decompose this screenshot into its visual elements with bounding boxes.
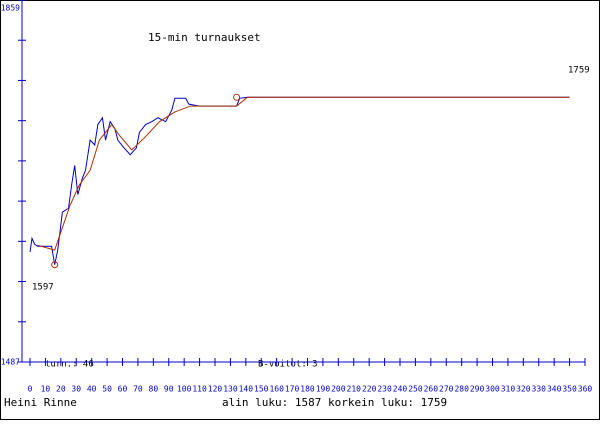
x-tick-label: 100	[177, 385, 192, 394]
x-tick-label: 280	[454, 385, 469, 394]
x-tick-label: 350	[562, 385, 577, 394]
x-tick-label: 300	[485, 385, 500, 394]
x-tick-label: 310	[501, 385, 516, 394]
footer-name: Heini Rinne	[4, 396, 77, 409]
x-tick-label: 40	[87, 385, 97, 394]
x-tick-label: 330	[532, 385, 547, 394]
marker	[51, 261, 59, 269]
x-tick-label: 160	[269, 385, 284, 394]
x-tick-label: 190	[316, 385, 331, 394]
annotation: B-voitot: 3	[258, 360, 318, 370]
series-line	[37, 96, 570, 251]
x-tick-label: 220	[362, 385, 377, 394]
x-tick-label: 150	[254, 385, 269, 394]
x-tick-label: 290	[470, 385, 485, 394]
x-tick-label: 110	[192, 385, 207, 394]
x-tick-label: 170	[285, 385, 300, 394]
x-tick-label: 10	[41, 385, 51, 394]
x-tick-label: 20	[56, 385, 66, 394]
annotation: turn.: 46	[45, 360, 94, 370]
y-tick-label: 1487	[1, 358, 20, 367]
x-tick-label: 270	[439, 385, 454, 394]
x-tick-label: 140	[239, 385, 254, 394]
x-tick-label: 250	[408, 385, 423, 394]
x-tick-label: 210	[347, 385, 362, 394]
x-tick-label: 90	[164, 385, 174, 394]
x-tick-label: 0	[28, 385, 33, 394]
y-tick-label: 1859	[1, 4, 20, 13]
x-tick-label: 260	[424, 385, 439, 394]
annotation: 1759	[568, 66, 590, 76]
x-tick-label: 240	[393, 385, 408, 394]
series-line	[29, 96, 570, 265]
chart-title: 15-min turnaukset	[148, 31, 261, 44]
annotation: 1597	[32, 283, 54, 293]
marker	[233, 93, 241, 101]
x-tick-label: 360	[578, 385, 593, 394]
x-tick-label: 30	[71, 385, 81, 394]
x-tick-label: 230	[377, 385, 392, 394]
x-tick-label: 340	[547, 385, 562, 394]
x-tick-label: 320	[516, 385, 531, 394]
footer-stats: alin luku: 1587 korkein luku: 1759	[222, 396, 447, 409]
x-tick-label: 70	[133, 385, 143, 394]
x-tick-label: 120	[208, 385, 223, 394]
x-tick-label: 180	[300, 385, 315, 394]
x-tick-label: 130	[223, 385, 238, 394]
x-tick-label: 50	[102, 385, 112, 394]
x-tick-label: 60	[118, 385, 128, 394]
x-tick-label: 80	[149, 385, 159, 394]
x-tick-label: 200	[331, 385, 346, 394]
